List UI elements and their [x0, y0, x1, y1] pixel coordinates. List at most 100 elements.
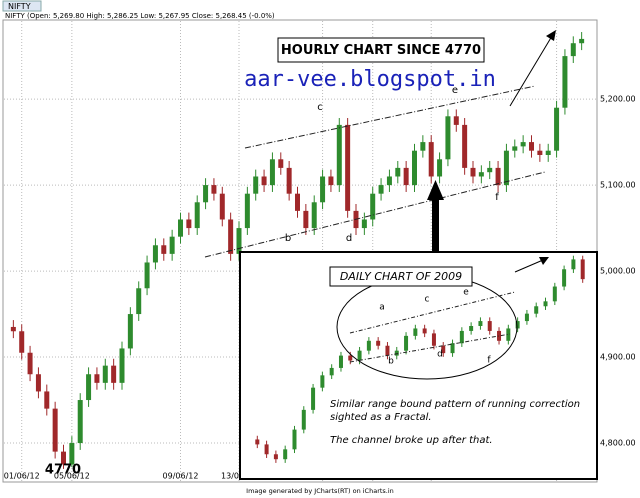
- annotation-label: f: [495, 192, 499, 203]
- candle-body: [69, 443, 75, 465]
- candle-body: [244, 193, 250, 229]
- big-arrow-shaft: [432, 195, 439, 253]
- candle-body: [487, 167, 493, 173]
- candle-body: [320, 176, 326, 203]
- candle-body: [219, 193, 225, 220]
- title-box: [277, 37, 485, 63]
- inset-title-box: [329, 266, 473, 287]
- annotation-label: a: [379, 303, 385, 313]
- candle-body: [264, 444, 269, 455]
- candle-body: [44, 391, 50, 409]
- inset-arrow-head: [539, 257, 549, 265]
- annotation-label: d: [437, 350, 443, 360]
- candle-body: [111, 365, 117, 383]
- y-tick-label: 4,900.00: [600, 353, 636, 362]
- candle-body: [295, 193, 300, 211]
- candle-body: [161, 245, 167, 254]
- candle-body: [520, 142, 526, 147]
- inset-frame: [239, 251, 598, 480]
- footer: Image generated by JCharts(RT) on iChart…: [246, 487, 394, 495]
- candle-body: [136, 288, 142, 315]
- candle-body: [487, 321, 492, 331]
- candle-body: [478, 321, 483, 326]
- note: Similar range bound pattern of running c…: [330, 399, 580, 410]
- candle-body: [361, 219, 367, 229]
- y-tick-label: 5,000.00: [600, 267, 636, 276]
- candle-body: [441, 345, 446, 354]
- candle-body: [428, 142, 434, 177]
- inset-channel-lower: [349, 333, 511, 363]
- candle-body: [453, 116, 459, 125]
- candle-body: [469, 326, 474, 331]
- x-tick-label: 09/06/12: [163, 472, 199, 481]
- candle-body: [329, 367, 334, 376]
- candle-body: [524, 313, 529, 322]
- candle-body: [462, 124, 468, 168]
- candle-body: [386, 176, 392, 186]
- inset-arrow: [514, 259, 544, 273]
- candle-body: [394, 350, 399, 356]
- candle-body: [52, 408, 58, 452]
- candle-body: [543, 301, 548, 307]
- candle-body: [512, 146, 518, 151]
- candle-body: [420, 142, 426, 151]
- annotation-label: e: [452, 85, 458, 96]
- annotation-label: b: [285, 233, 291, 244]
- inset-channel-upper: [349, 291, 516, 334]
- y-tick-label: 5,100.00: [600, 181, 636, 190]
- candle-body: [336, 124, 342, 186]
- annotation-label: b: [388, 357, 394, 367]
- x-tick-label: 05/06/12: [54, 472, 90, 481]
- candle-body: [552, 286, 557, 302]
- tab[interactable]: [2, 0, 42, 12]
- candle-body: [211, 185, 217, 194]
- candle-body: [186, 219, 192, 229]
- watermark: aar-vee.blogspot.in: [244, 67, 496, 92]
- candle-body: [515, 321, 520, 329]
- candle-body: [77, 400, 83, 444]
- candle-body: [311, 202, 317, 229]
- candle-body: [404, 335, 409, 351]
- annotation-label: e: [463, 288, 469, 298]
- candle-body: [554, 107, 560, 151]
- candle-body: [303, 210, 309, 229]
- candle-body: [378, 185, 384, 194]
- candle-body: [376, 340, 381, 346]
- channel-lower: [204, 171, 546, 258]
- candle-body: [311, 387, 316, 410]
- candle-body: [357, 350, 362, 361]
- candle-body: [19, 331, 25, 353]
- candle-body: [537, 150, 543, 155]
- candle-body: [506, 328, 511, 341]
- candle-body: [236, 228, 242, 254]
- candle-body: [269, 159, 275, 186]
- candle-body: [497, 330, 502, 341]
- candle-body: [529, 142, 534, 151]
- candle-body: [534, 306, 539, 314]
- candle-body: [338, 355, 343, 368]
- candle-body: [395, 167, 401, 177]
- candle-body: [366, 340, 371, 351]
- candle-body: [152, 245, 158, 263]
- candle-body: [328, 176, 334, 186]
- candle-body: [278, 159, 284, 168]
- candle-body: [203, 185, 209, 203]
- x-tick-label: 01/06/12: [4, 472, 40, 481]
- candle-body: [292, 429, 297, 450]
- candle-body: [413, 328, 418, 336]
- candle-body: [283, 449, 288, 460]
- annotation-label: c: [425, 295, 430, 305]
- arrow-head: [546, 30, 556, 41]
- candle-body: [562, 56, 568, 108]
- candle-body: [27, 352, 33, 375]
- note: sighted as a Fractal.: [330, 412, 432, 423]
- annotation-label: c: [317, 102, 323, 113]
- candle-body: [35, 374, 41, 392]
- candle-body: [273, 454, 278, 460]
- candle-body: [431, 333, 436, 346]
- candle-body: [545, 150, 551, 155]
- chart-title: HOURLY CHART SINCE 4770: [281, 43, 481, 58]
- candle-body: [503, 150, 509, 186]
- candle-body: [169, 236, 175, 254]
- tab-label[interactable]: NIFTY: [8, 2, 31, 11]
